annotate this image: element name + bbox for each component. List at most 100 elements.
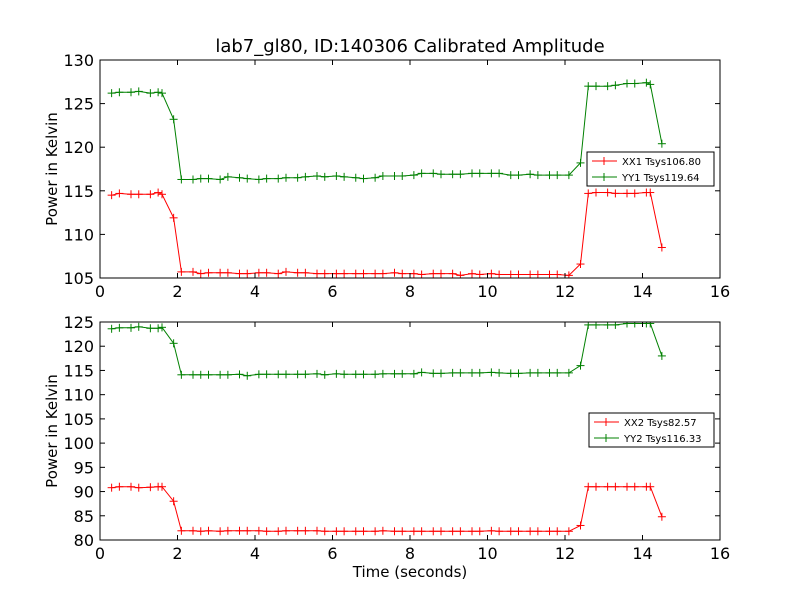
y-tick-label: 115 <box>63 361 94 380</box>
data-point-marker <box>378 269 387 278</box>
data-point-marker <box>146 190 155 199</box>
data-point-marker <box>545 171 554 180</box>
data-point-marker <box>146 324 155 333</box>
data-point-marker <box>243 371 252 380</box>
data-point-marker <box>526 170 535 179</box>
data-point-marker <box>177 370 186 379</box>
data-point-marker <box>262 370 271 379</box>
data-point-marker <box>390 369 399 378</box>
data-point-marker <box>409 269 418 278</box>
data-point-marker <box>623 189 631 198</box>
y-tick-label: 130 <box>63 51 94 70</box>
data-point-marker <box>359 370 368 379</box>
data-point-marker <box>146 483 155 492</box>
data-point-marker <box>429 269 438 278</box>
data-point-marker <box>487 368 496 377</box>
data-point-marker <box>553 270 562 278</box>
data-point-marker <box>351 269 360 278</box>
data-point-marker <box>553 171 562 180</box>
data-point-marker <box>158 89 166 98</box>
data-point-marker <box>216 370 225 379</box>
data-point-marker <box>657 139 666 148</box>
data-point-marker <box>115 323 124 332</box>
y-tick-label: 105 <box>63 410 94 429</box>
data-point-marker <box>262 174 271 183</box>
data-point-marker <box>282 526 290 535</box>
top-panel: 0 2 4 6 8 10 12 14 16 105 110 115 120 125 130 Power in … <box>43 51 730 301</box>
data-point-marker <box>564 527 573 536</box>
x-tick-label: 14 <box>632 544 652 563</box>
data-point-marker <box>398 171 407 180</box>
data-point-marker <box>592 82 600 91</box>
data-point-marker <box>630 79 639 88</box>
data-point-marker <box>576 521 585 530</box>
series-yy1 <box>107 78 666 184</box>
data-point-marker <box>313 369 321 378</box>
bottom-panel: 0 2 4 6 8 10 12 14 16 80 85 90 95 100 105 110 115 120 125 P… <box>43 313 730 581</box>
series-xx2 <box>107 482 666 536</box>
data-point-marker <box>526 527 535 536</box>
legend-item: YY2 Tsys116.33 <box>594 434 702 445</box>
legend: XX2 Tsys82.57 YY2 Tsys116.33 <box>588 412 715 448</box>
data-point-marker <box>475 368 484 377</box>
data-point-marker <box>448 269 457 278</box>
data-point-marker <box>448 170 457 179</box>
series-line <box>111 191 663 276</box>
data-point-marker <box>371 269 380 278</box>
data-point-marker <box>189 175 197 184</box>
data-point-marker <box>623 322 631 328</box>
data-point-marker <box>409 369 418 378</box>
data-point-marker <box>223 526 232 535</box>
data-point-marker <box>293 526 302 535</box>
data-point-marker <box>371 370 380 379</box>
data-point-marker <box>301 370 310 379</box>
data-point-marker <box>448 527 457 536</box>
data-point-marker <box>603 188 612 197</box>
data-point-marker <box>642 78 651 87</box>
x-tick-label: 12 <box>555 544 575 563</box>
data-point-marker <box>506 369 515 378</box>
data-point-marker <box>359 527 368 536</box>
data-point-marker <box>553 527 562 536</box>
y-tick-label: 110 <box>63 225 94 244</box>
data-point-marker <box>301 268 310 277</box>
data-point-marker <box>216 268 225 277</box>
y-tick-label: 90 <box>74 483 94 502</box>
data-point-marker <box>657 243 666 252</box>
data-point-marker <box>514 270 523 278</box>
x-tick-label: 14 <box>632 282 652 301</box>
legend-label: XX2 Tsys82.57 <box>624 418 697 429</box>
data-point-marker <box>320 527 329 536</box>
x-tick-label: 10 <box>477 544 497 563</box>
data-point-marker <box>611 189 620 198</box>
x-tick-label: 8 <box>405 544 415 563</box>
data-point-marker <box>398 527 407 536</box>
data-point-marker <box>216 175 225 184</box>
data-point-marker <box>437 527 445 536</box>
data-point-marker <box>495 169 504 178</box>
data-point-marker <box>378 369 387 378</box>
legend-label: YY2 Tsys116.33 <box>623 434 702 445</box>
x-tick-label: 2 <box>172 544 182 563</box>
data-point-marker <box>154 88 163 97</box>
data-point-marker <box>196 269 205 278</box>
data-point-marker <box>351 370 360 379</box>
x-tick-label: 8 <box>405 282 415 301</box>
data-point-marker <box>169 497 178 506</box>
data-point-marker <box>262 527 271 536</box>
data-point-marker <box>301 172 310 181</box>
data-point-marker <box>254 526 263 535</box>
data-point-marker <box>545 527 554 536</box>
data-point-marker <box>564 368 573 377</box>
data-point-marker <box>293 173 302 182</box>
data-point-marker <box>293 370 302 379</box>
data-point-marker <box>506 527 515 536</box>
data-point-marker <box>127 323 135 332</box>
data-point-marker <box>409 527 418 536</box>
data-point-marker <box>169 213 178 222</box>
data-point-marker <box>487 526 496 535</box>
x-tick-label: 10 <box>477 282 497 301</box>
data-point-marker <box>351 173 360 182</box>
data-point-marker <box>584 482 593 491</box>
